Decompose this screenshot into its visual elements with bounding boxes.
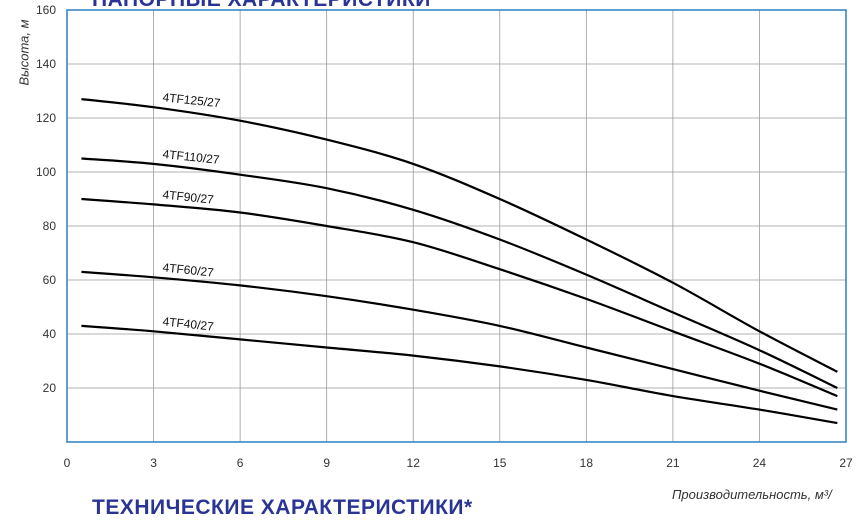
chart-title-top: НАПОРНЫЕ ХАРАКТЕРИСТИКИ xyxy=(92,0,431,12)
x-tick-label: 24 xyxy=(753,456,767,470)
series-label: 4TF110/27 xyxy=(162,147,221,167)
y-tick-label: 140 xyxy=(36,57,56,71)
x-tick-label: 15 xyxy=(493,456,507,470)
y-tick-label: 160 xyxy=(36,3,56,17)
x-tick-label: 0 xyxy=(64,456,71,470)
section-title-bottom: ТЕХНИЧЕСКИЕ ХАРАКТЕРИСТИКИ* xyxy=(92,496,473,519)
series-line xyxy=(81,98,838,373)
x-tick-label: 9 xyxy=(323,456,330,470)
series-label: 4TF125/27 xyxy=(162,90,222,110)
y-tick-label: 20 xyxy=(43,381,57,395)
series-line xyxy=(81,157,838,389)
x-tick-label: 21 xyxy=(666,456,680,470)
series-line xyxy=(81,270,838,411)
series-line xyxy=(81,324,838,425)
pump-curve-chart: 0 3 6 9 12 15 18 21 24 27 20 40 60 80 100 120 140 160 4TF1… xyxy=(36,3,853,470)
x-tick-label: 27 xyxy=(839,456,853,470)
y-tick-label: 80 xyxy=(43,219,57,233)
y-tick-label: 40 xyxy=(43,327,57,341)
y-tick-label: 60 xyxy=(43,273,57,287)
series-label: 4TF90/27 xyxy=(162,187,215,206)
y-tick-label: 100 xyxy=(36,165,56,179)
series-label: 4TF40/27 xyxy=(162,314,215,333)
series-line xyxy=(81,197,838,398)
y-tick-label: 120 xyxy=(36,111,56,125)
x-tick-label: 3 xyxy=(150,456,157,470)
x-tick-label: 6 xyxy=(237,456,244,470)
series-label: 4TF60/27 xyxy=(162,260,215,279)
x-tick-label: 12 xyxy=(407,456,421,470)
x-axis-label: Производительность, м³/ xyxy=(672,487,832,502)
x-tick-label: 18 xyxy=(580,456,594,470)
plot-frame xyxy=(66,9,847,443)
